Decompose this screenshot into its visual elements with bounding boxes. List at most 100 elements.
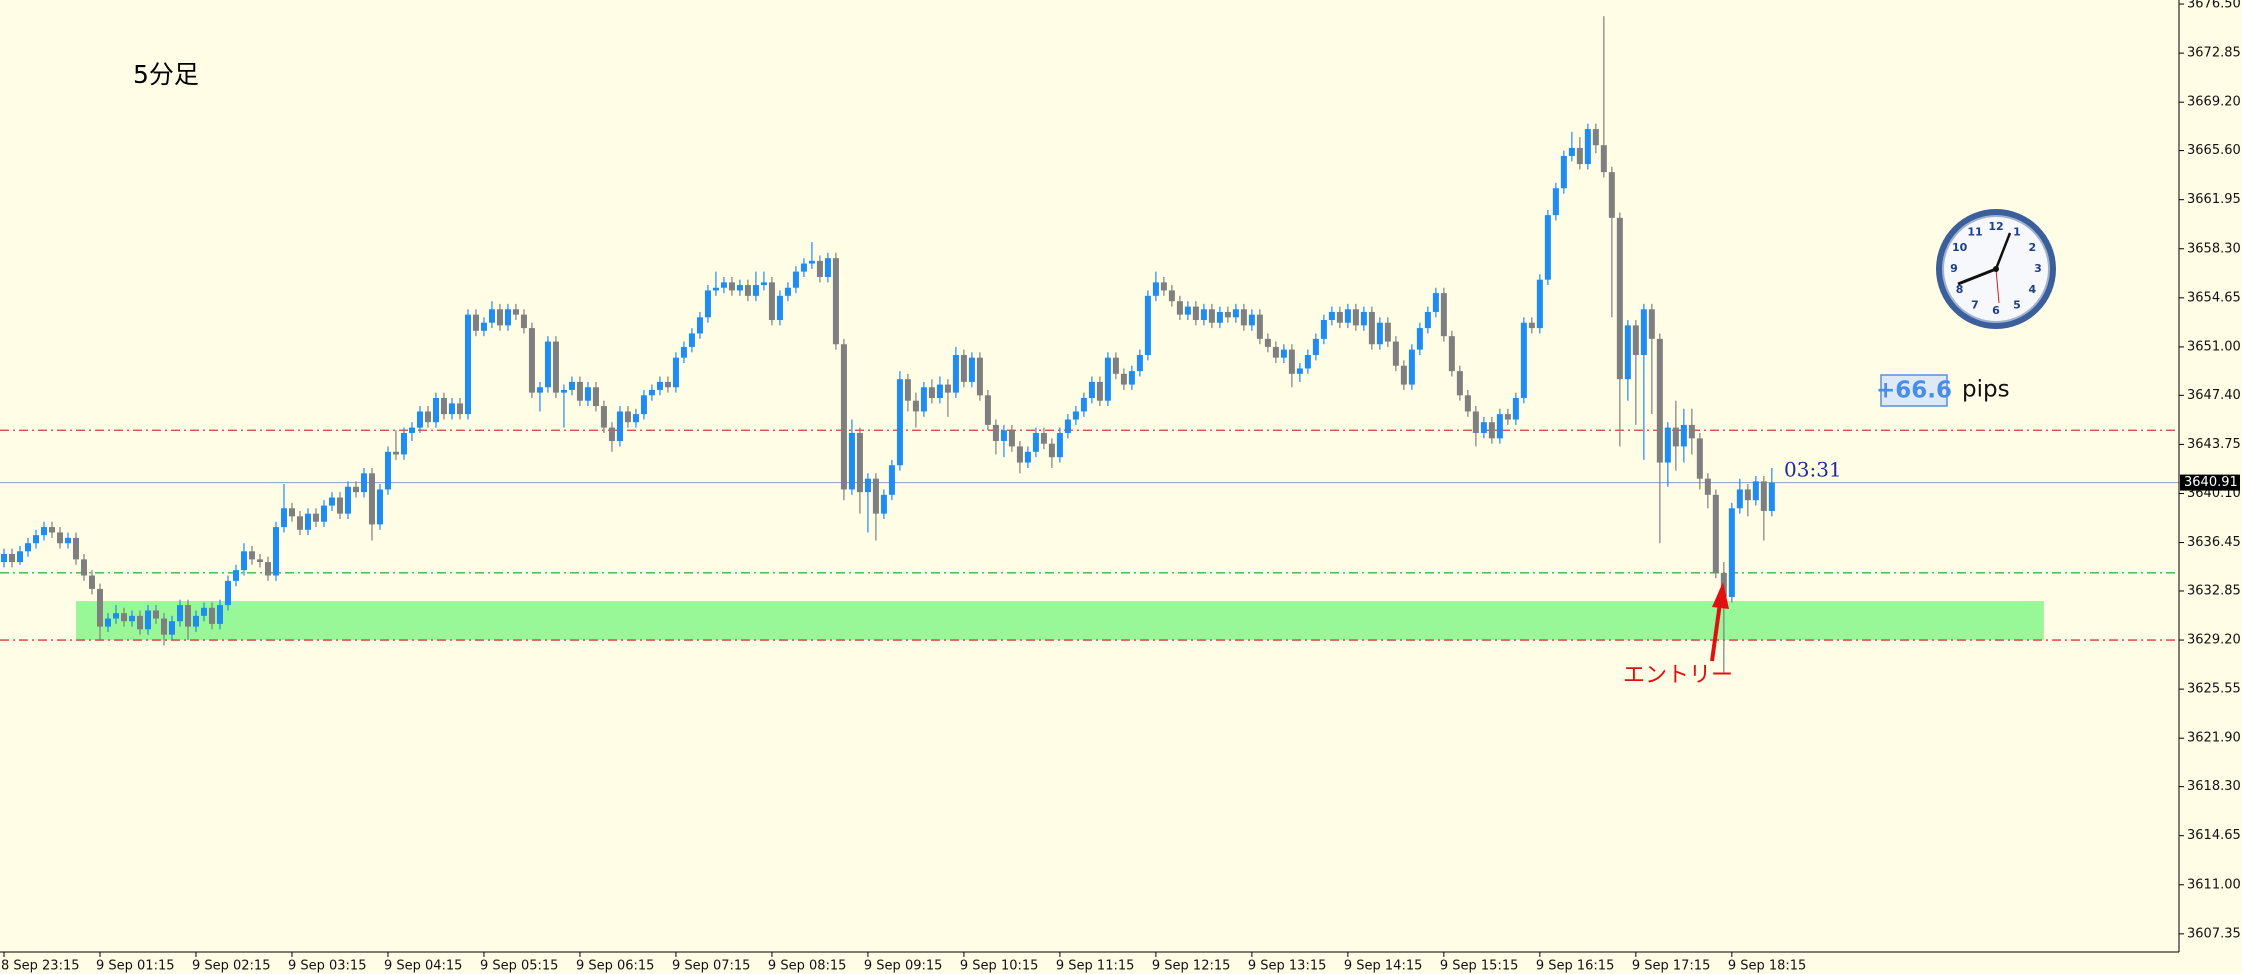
- candle-body: [1544, 215, 1551, 280]
- candle-body: [936, 384, 943, 399]
- candle-body: [1400, 365, 1407, 385]
- clock-numeral: 2: [2029, 241, 2037, 254]
- candle-body: [1496, 414, 1503, 439]
- y-tick-label: 3614.65: [2187, 828, 2241, 843]
- candle-body: [320, 505, 327, 522]
- candle-body: [440, 398, 447, 415]
- candle-body: [1192, 306, 1199, 321]
- x-tick-label: 9 Sep 01:15: [96, 959, 175, 974]
- y-tick-label: 3672.85: [2187, 46, 2241, 61]
- candle-body: [840, 344, 847, 490]
- candle-body: [1288, 349, 1295, 374]
- candle-body: [1136, 354, 1143, 372]
- clock-numeral: 9: [1950, 262, 1958, 275]
- x-tick-label: 9 Sep 14:15: [1344, 959, 1423, 974]
- candle-body: [1280, 349, 1287, 358]
- candle-body: [312, 513, 319, 522]
- candle-body: [1040, 432, 1047, 444]
- candle-body: [96, 588, 103, 627]
- candle-body: [88, 575, 95, 589]
- candle-body: [1608, 172, 1615, 218]
- candle-body: [456, 403, 463, 415]
- clock-pin: [1993, 266, 1999, 272]
- candle-body: [176, 605, 183, 622]
- candle-body: [1360, 311, 1367, 326]
- candle-body: [576, 381, 583, 401]
- candle-body: [424, 411, 431, 423]
- clock-minute-hand: [1994, 232, 2012, 270]
- y-tick-label: 3658.30: [2187, 241, 2241, 256]
- candle-body: [344, 486, 351, 514]
- candle-body: [1240, 309, 1247, 326]
- candle-body: [776, 295, 783, 321]
- candle-body: [8, 553, 15, 563]
- candle-body: [808, 260, 815, 264]
- candle-body: [1416, 328, 1423, 350]
- candle-body: [400, 432, 407, 455]
- candle-body: [136, 615, 143, 630]
- candle-body: [720, 282, 727, 288]
- candle-body: [1160, 282, 1167, 291]
- candle-body: [1664, 427, 1671, 463]
- candle-body: [1032, 432, 1039, 452]
- candle-body: [1520, 322, 1527, 399]
- candle-body: [1000, 430, 1007, 442]
- candle-body: [1512, 398, 1519, 420]
- candle-body: [1584, 129, 1591, 165]
- candle-body: [224, 580, 231, 606]
- x-tick-label: 9 Sep 11:15: [1056, 959, 1135, 974]
- candle-body: [1680, 424, 1687, 447]
- candle-body: [120, 613, 127, 622]
- candle-body: [24, 543, 31, 552]
- candle-body: [1552, 188, 1559, 216]
- candle-body: [760, 282, 767, 286]
- candle-body: [168, 621, 175, 635]
- y-tick-label: 3661.95: [2187, 192, 2241, 207]
- candle-body: [672, 357, 679, 388]
- candle-body: [728, 282, 735, 291]
- candle-body: [1368, 311, 1375, 345]
- y-tick-label: 3611.00: [2187, 877, 2241, 892]
- candle-body: [800, 263, 807, 272]
- candle-body: [152, 610, 159, 619]
- x-tick-label: 9 Sep 18:15: [1728, 959, 1807, 974]
- candle-body: [872, 478, 879, 514]
- candle-body: [1152, 282, 1159, 296]
- candle-body: [1712, 494, 1719, 573]
- candle-body: [1536, 279, 1543, 329]
- candle-body: [1264, 338, 1271, 347]
- candle-body: [1296, 368, 1303, 374]
- candle-body: [1392, 341, 1399, 366]
- candle-body: [1624, 325, 1631, 380]
- candle-body: [1464, 395, 1471, 412]
- candle-body: [704, 290, 711, 318]
- candle-body: [1224, 311, 1231, 318]
- candle-body: [1336, 311, 1343, 323]
- candle-body: [584, 387, 591, 401]
- candle-body: [680, 346, 687, 358]
- y-tick-label: 3669.20: [2187, 95, 2241, 110]
- y-tick-label: 3643.75: [2187, 437, 2241, 452]
- candle-body: [1440, 293, 1447, 337]
- candle-body: [72, 537, 79, 560]
- candle-body: [712, 287, 719, 291]
- candle-body: [232, 570, 239, 581]
- candle-body: [768, 282, 775, 321]
- candle-body: [280, 508, 287, 528]
- candle-body: [1568, 147, 1575, 156]
- candle-body: [296, 516, 303, 530]
- candle-body: [384, 451, 391, 490]
- candle-body: [1408, 349, 1415, 385]
- x-tick-label: 9 Sep 04:15: [384, 959, 463, 974]
- candle-body: [864, 478, 871, 493]
- candle-body: [1760, 481, 1767, 511]
- candle-body: [448, 403, 455, 415]
- candle-body: [1120, 373, 1127, 385]
- candle-body: [568, 381, 575, 390]
- candle-body: [0, 553, 7, 563]
- candle-body: [1656, 338, 1663, 463]
- y-tick-label: 3625.55: [2187, 682, 2241, 697]
- candle-body: [848, 432, 855, 490]
- candle-body: [1024, 451, 1031, 463]
